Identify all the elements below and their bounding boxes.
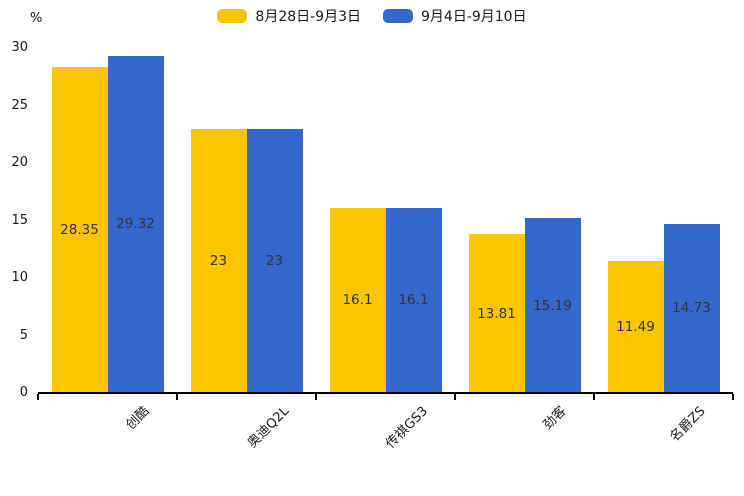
bar-week2 [107, 55, 164, 393]
bar-week2 [246, 128, 303, 393]
legend-swatch-week2 [383, 9, 413, 23]
bar-week1 [51, 66, 108, 393]
bar-week2 [524, 218, 581, 393]
category-label: 创酷 [123, 403, 153, 433]
bar-value-label: 23 [209, 252, 228, 269]
legend-label-week2: 9月4日-9月10日 [421, 9, 527, 25]
x-axis-tick [37, 394, 39, 400]
bar-week2 [385, 207, 442, 393]
x-axis-tick [176, 394, 178, 400]
x-axis-tick [732, 394, 734, 400]
bar-value-label: 23 [265, 252, 284, 269]
bar-value-label: 13.81 [477, 305, 516, 322]
y-tick-label: 0 [19, 385, 28, 400]
legend-label-week1: 8月28日-9月3日 [255, 9, 361, 25]
legend-item-week1: 8月28日-9月3日 [217, 6, 361, 26]
category-label: 传祺GS3 [383, 403, 431, 452]
legend: 8月28日-9月3日 9月4日-9月10日 [0, 6, 744, 26]
bar-value-label: 29.32 [116, 216, 155, 233]
legend-swatch-week1 [217, 9, 248, 23]
bar-value-label: 28.35 [60, 221, 99, 238]
bar-week2 [663, 223, 720, 393]
x-axis-tick [315, 394, 317, 400]
bar-value-label: 15.19 [533, 297, 572, 314]
bar-week1 [607, 260, 664, 393]
bar-value-label: 16.1 [342, 292, 373, 309]
y-tick-label: 25 [11, 97, 28, 113]
y-axis-unit-label: % [30, 11, 43, 26]
category-label: 奥迪Q2L [244, 403, 292, 452]
bar-week1 [329, 207, 386, 393]
bar-value-label: 16.1 [398, 292, 429, 309]
bar-value-label: 11.49 [616, 318, 655, 335]
x-axis-line [38, 392, 733, 394]
y-tick-label: 5 [19, 327, 28, 343]
x-axis-tick [593, 394, 595, 400]
y-tick-label: 15 [11, 212, 28, 228]
bar-week1 [190, 128, 247, 393]
bar-week1 [468, 234, 525, 393]
bar-value-label: 14.73 [672, 300, 711, 317]
y-tick-label: 30 [11, 40, 28, 55]
category-label: 名爵ZS [667, 403, 709, 445]
legend-item-week2: 9月4日-9月10日 [383, 6, 527, 26]
x-axis-tick [454, 394, 456, 400]
category-label: 劲客 [540, 403, 570, 433]
y-tick-label: 20 [11, 155, 28, 170]
y-tick-label: 10 [11, 270, 28, 285]
